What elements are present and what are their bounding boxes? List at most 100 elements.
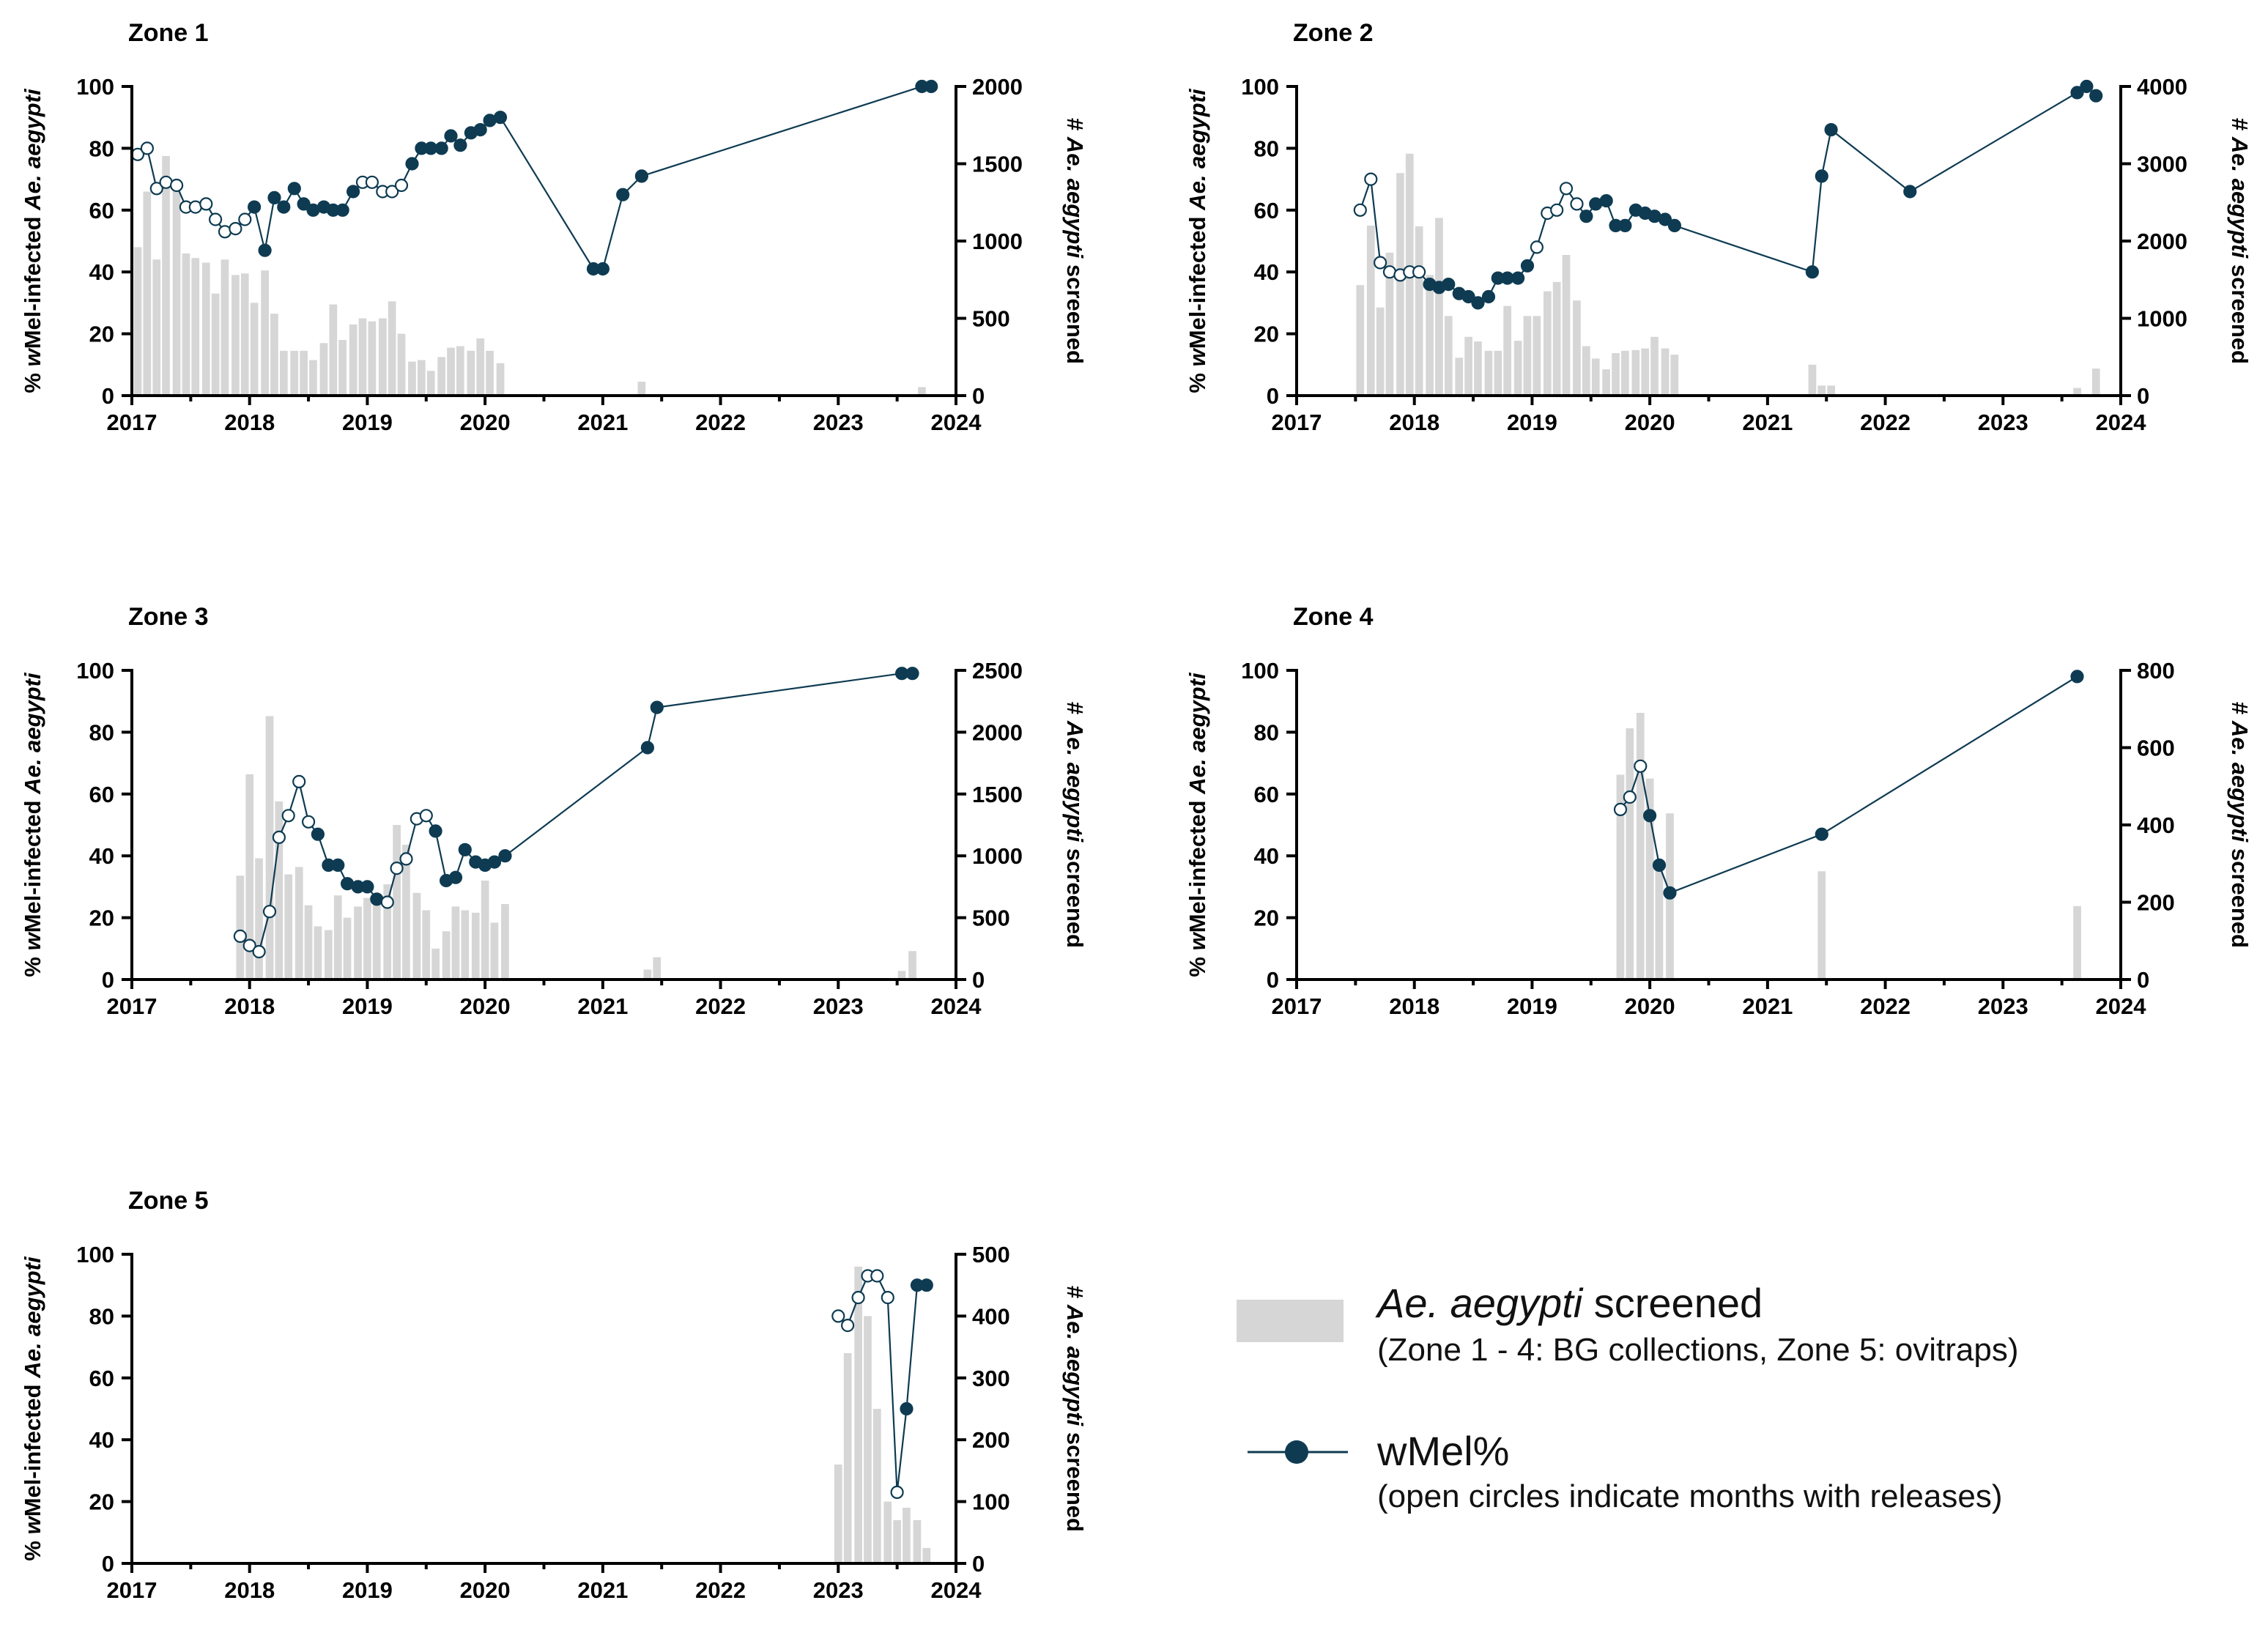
point — [650, 700, 664, 714]
x-tick-label: 2018 — [224, 993, 275, 1019]
y-tick-label-right: 0 — [2137, 967, 2149, 993]
x-tick-label: 2017 — [107, 993, 158, 1019]
bar — [1385, 252, 1394, 396]
open-point — [209, 212, 223, 226]
chart-title: Zone 3 — [128, 603, 209, 631]
open-point — [851, 1290, 865, 1305]
y-tick-label-right: 800 — [2137, 658, 2175, 684]
x-tick-label: 2023 — [813, 993, 864, 1019]
point — [405, 157, 419, 171]
bar — [314, 926, 322, 980]
point — [1461, 289, 1475, 304]
point — [1663, 886, 1677, 900]
y-axis-title-left-part: w — [20, 1515, 45, 1534]
bar — [191, 258, 200, 396]
y-tick-label-left: 100 — [76, 74, 114, 100]
point — [900, 1402, 914, 1416]
legend-graphics — [1237, 1300, 1348, 1464]
y-axis-title-left-part: Ae. aegypti — [20, 88, 45, 211]
x-tick-label: 2018 — [224, 410, 275, 435]
y-axis-title-left-part: Mel-infected — [1185, 210, 1210, 349]
open-point — [140, 141, 154, 155]
y-axis-title-left-part: w — [20, 347, 45, 366]
x-tick-label: 2024 — [931, 993, 982, 1019]
point — [346, 185, 360, 199]
y-tick-label-right: 0 — [972, 967, 985, 993]
bar — [231, 275, 240, 396]
bar — [284, 874, 293, 980]
x-tick-label: 2021 — [577, 993, 628, 1019]
bar — [437, 357, 445, 396]
y-tick-label-left: 0 — [102, 967, 114, 993]
bar — [250, 303, 259, 396]
bar — [354, 906, 362, 980]
y-axis-title-left: % wMel-infected Ae. aegypti — [20, 1256, 45, 1561]
bar — [1645, 778, 1654, 980]
y-axis-title-right-part: Ae. aegypti — [2227, 720, 2253, 843]
series-line — [837, 1275, 927, 1493]
y-axis-title-left-part: % — [20, 1534, 45, 1560]
open-point — [1570, 197, 1584, 211]
legend-bar-sublabel: (Zone 1 - 4: BG collections, Zone 5: ovi… — [1377, 1332, 2019, 1368]
bar — [388, 301, 396, 396]
y-tick-label-right: 1500 — [972, 782, 1023, 807]
open-point — [149, 182, 163, 196]
bar — [1455, 358, 1464, 396]
y-tick-label-left: 60 — [1254, 782, 1279, 807]
y-tick-label-right: 500 — [972, 306, 1010, 332]
bar — [280, 350, 288, 396]
y-axis-title-left-part: w — [1185, 347, 1210, 366]
y-tick-label-right: 300 — [972, 1366, 1010, 1391]
y-tick-label-right: 1000 — [2137, 306, 2187, 332]
y-tick-label-left: 100 — [76, 1242, 114, 1267]
bar — [1533, 316, 1541, 396]
open-point — [380, 895, 394, 909]
y-tick-label-left: 20 — [89, 322, 114, 347]
bar — [1435, 218, 1443, 396]
bar — [1376, 307, 1385, 396]
open-point — [252, 944, 266, 959]
bar — [1582, 346, 1590, 396]
bar — [201, 262, 210, 396]
x-tick-label: 2020 — [1625, 993, 1675, 1019]
open-point — [170, 178, 184, 193]
bar — [1616, 774, 1625, 980]
bar — [422, 910, 431, 980]
x-tick-label: 2022 — [695, 410, 746, 435]
point — [1903, 185, 1917, 199]
bar — [143, 191, 152, 396]
y-tick-label-right: 2000 — [972, 74, 1023, 100]
point — [640, 741, 655, 755]
point — [1471, 296, 1485, 310]
bar — [476, 338, 485, 396]
y-axis-title-left-part: % — [20, 950, 45, 977]
open-point — [365, 175, 379, 189]
bar — [908, 951, 916, 980]
chart-title: Zone 2 — [1293, 19, 1374, 47]
x-tick-label: 2017 — [1272, 993, 1322, 1019]
y-tick-label-right: 0 — [972, 1551, 985, 1577]
legend-marker-swatch — [1285, 1440, 1308, 1464]
bar — [1626, 728, 1634, 980]
y-tick-label-left: 80 — [1254, 136, 1279, 161]
bar — [922, 1547, 931, 1563]
x-tick-label: 2019 — [342, 410, 393, 435]
point — [360, 880, 374, 894]
y-axis-title-right-part: Ae. aegypti — [2227, 136, 2253, 259]
y-tick-label-right: 500 — [972, 906, 1010, 931]
x-tick-label: 2024 — [931, 1577, 982, 1603]
bar — [349, 324, 357, 396]
x-tick-label: 2022 — [1860, 410, 1911, 435]
y-tick-label-left: 0 — [1267, 383, 1279, 409]
bar — [236, 875, 245, 980]
bar — [393, 825, 401, 980]
bar — [893, 1519, 901, 1563]
bar — [426, 371, 435, 396]
bar — [1661, 348, 1670, 396]
point — [287, 182, 301, 196]
y-axis-title-right-part: # — [1062, 702, 1088, 721]
point — [458, 843, 472, 856]
